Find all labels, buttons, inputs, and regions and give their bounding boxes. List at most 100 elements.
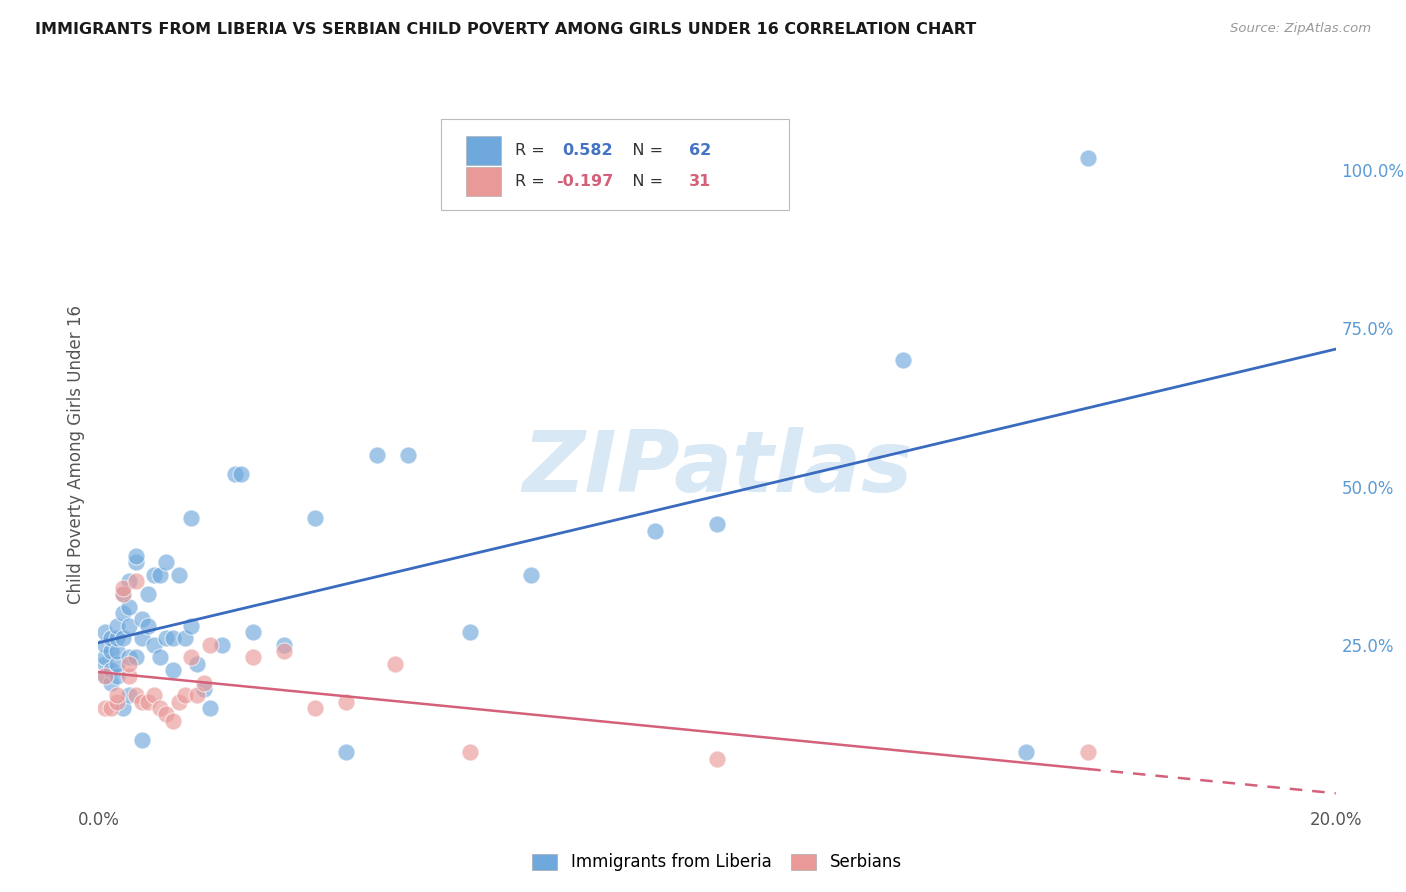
Point xyxy=(162,663,184,677)
Point xyxy=(93,650,115,665)
Point xyxy=(242,650,264,665)
Point xyxy=(112,581,135,595)
Point xyxy=(124,574,146,589)
Point xyxy=(100,675,122,690)
Point xyxy=(131,695,153,709)
Point xyxy=(149,568,172,582)
Point xyxy=(124,556,146,570)
Point xyxy=(458,625,481,640)
Point xyxy=(162,632,184,646)
Point xyxy=(198,701,221,715)
Text: N =: N = xyxy=(617,174,668,189)
Point xyxy=(118,574,141,589)
Text: ZIPatlas: ZIPatlas xyxy=(522,427,912,510)
Point xyxy=(143,638,166,652)
Text: IMMIGRANTS FROM LIBERIA VS SERBIAN CHILD POVERTY AMONG GIRLS UNDER 16 CORRELATIO: IMMIGRANTS FROM LIBERIA VS SERBIAN CHILD… xyxy=(35,22,976,37)
Point xyxy=(118,657,141,671)
Point xyxy=(118,618,141,632)
Point xyxy=(118,650,141,665)
Text: 62: 62 xyxy=(689,144,711,159)
Point xyxy=(100,663,122,677)
Point xyxy=(186,657,208,671)
Point xyxy=(304,511,326,525)
Point xyxy=(273,644,295,658)
Point xyxy=(105,657,128,671)
Point xyxy=(335,745,357,759)
Point xyxy=(180,618,202,632)
Text: -0.197: -0.197 xyxy=(557,174,613,189)
Point xyxy=(224,467,246,481)
Point xyxy=(105,618,128,632)
Point xyxy=(143,688,166,702)
Point xyxy=(93,669,115,683)
Point xyxy=(131,632,153,646)
Point xyxy=(149,701,172,715)
FancyBboxPatch shape xyxy=(465,167,501,196)
Point xyxy=(644,524,666,538)
Point xyxy=(1015,745,1038,759)
Point xyxy=(162,714,184,728)
Point xyxy=(105,644,128,658)
Point xyxy=(136,587,159,601)
Point xyxy=(304,701,326,715)
Point xyxy=(458,745,481,759)
Point xyxy=(136,695,159,709)
Point xyxy=(118,669,141,683)
Point xyxy=(155,707,177,722)
Point xyxy=(174,688,197,702)
Point xyxy=(100,701,122,715)
Point xyxy=(193,675,215,690)
Point xyxy=(198,638,221,652)
Text: R =: R = xyxy=(516,174,550,189)
Point xyxy=(118,688,141,702)
Point xyxy=(520,568,543,582)
Point xyxy=(273,638,295,652)
Point xyxy=(180,650,202,665)
Text: 31: 31 xyxy=(689,174,711,189)
Point xyxy=(1077,151,1099,165)
Point xyxy=(105,669,128,683)
Point xyxy=(112,632,135,646)
Point xyxy=(706,751,728,765)
Point xyxy=(242,625,264,640)
Point xyxy=(211,638,233,652)
Point xyxy=(143,568,166,582)
Text: 0.582: 0.582 xyxy=(562,144,613,159)
Legend: Immigrants from Liberia, Serbians: Immigrants from Liberia, Serbians xyxy=(526,847,908,878)
Point xyxy=(112,587,135,601)
Point xyxy=(93,701,115,715)
Point xyxy=(100,632,122,646)
Point xyxy=(193,681,215,696)
Point xyxy=(118,599,141,614)
Point xyxy=(180,511,202,525)
Point xyxy=(105,695,128,709)
FancyBboxPatch shape xyxy=(465,136,501,166)
Point xyxy=(396,448,419,462)
Point xyxy=(124,549,146,563)
Point xyxy=(136,618,159,632)
Point xyxy=(891,353,914,368)
Point xyxy=(105,688,128,702)
Text: Source: ZipAtlas.com: Source: ZipAtlas.com xyxy=(1230,22,1371,36)
Point xyxy=(93,669,115,683)
Point xyxy=(93,657,115,671)
Point xyxy=(366,448,388,462)
Point xyxy=(93,638,115,652)
Point xyxy=(1077,745,1099,759)
Point xyxy=(229,467,252,481)
Text: N =: N = xyxy=(617,144,668,159)
Point xyxy=(155,556,177,570)
Point xyxy=(167,568,190,582)
Point xyxy=(112,606,135,620)
Point xyxy=(131,612,153,626)
FancyBboxPatch shape xyxy=(441,119,789,210)
Point xyxy=(112,587,135,601)
Point xyxy=(105,632,128,646)
Point xyxy=(149,650,172,665)
Point xyxy=(131,732,153,747)
Point xyxy=(167,695,190,709)
Point xyxy=(186,688,208,702)
Point xyxy=(706,517,728,532)
Point xyxy=(384,657,406,671)
Point xyxy=(100,644,122,658)
